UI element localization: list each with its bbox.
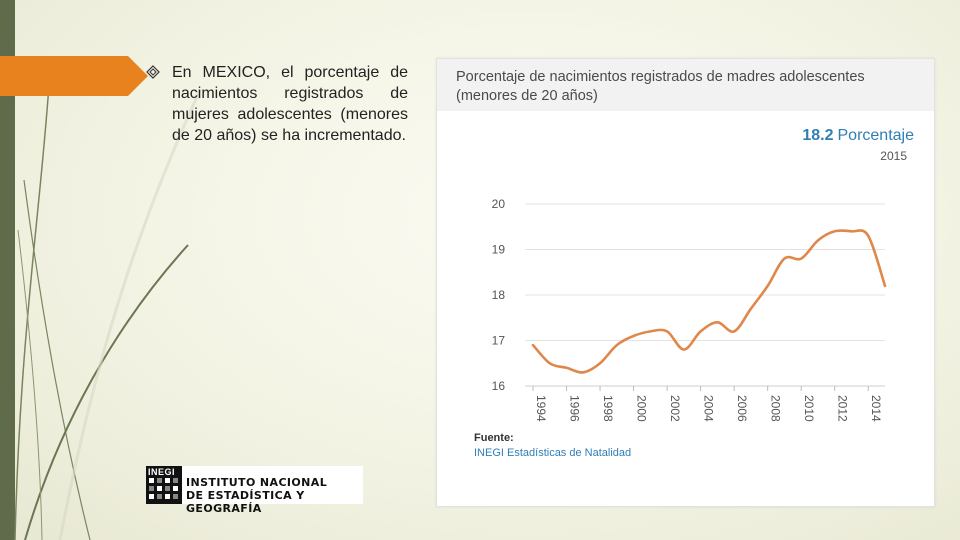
- source-link[interactable]: INEGI Estadísticas de Natalidad: [474, 447, 632, 459]
- bullet-text: En MEXICO, el porcentaje de nacimientos …: [172, 64, 408, 144]
- x-tick-label: 1998: [601, 395, 615, 422]
- orange-tab-decoration: [0, 56, 148, 96]
- x-tick-label: 2000: [635, 395, 649, 422]
- chart-panel: Porcentaje de nacimientos registrados de…: [436, 58, 935, 507]
- inegi-grid-icon: [149, 478, 178, 499]
- y-tick-label: 16: [492, 379, 506, 393]
- y-tick-label: 20: [492, 197, 506, 211]
- x-tick-label: 2012: [836, 395, 850, 422]
- line-chart: 16 17 18 19 20 1994 1996 1998 2000 2002 2004 2006 20…: [492, 197, 887, 422]
- source-label: Fuente:: [474, 432, 514, 444]
- y-tick-label: 17: [492, 334, 506, 348]
- inegi-logo-line2: DE ESTADÍSTICA Y GEOGRAFÍA: [186, 489, 305, 515]
- inegi-logo: INEGI INSTITUTO NACIONAL DE ESTADÍSTICA …: [146, 466, 363, 515]
- y-tick-label: 19: [492, 243, 506, 257]
- series-line-porcentaje: [531, 229, 887, 374]
- x-tick-label: 2014: [869, 395, 883, 422]
- x-tick-label: 2010: [802, 395, 816, 422]
- x-tick-label: 2002: [668, 395, 682, 422]
- kpi-year: 2015: [880, 149, 907, 163]
- x-tick-label: 1994: [534, 395, 548, 422]
- y-tick-label: 18: [492, 288, 506, 302]
- inegi-logo-mark: INEGI: [146, 466, 182, 504]
- bullet-block: En MEXICO, el porcentaje de nacimientos …: [146, 62, 408, 146]
- diamond-bullet-icon: [146, 65, 160, 79]
- kpi-block: 18.2 Porcentaje: [802, 127, 914, 145]
- decorative-leaf-lines: [14, 69, 202, 540]
- inegi-logo-mark-text: INEGI: [148, 467, 176, 477]
- inegi-logo-line1: INSTITUTO NACIONAL: [186, 476, 328, 489]
- kpi-value: 18.2: [802, 127, 834, 144]
- x-tick-label: 1996: [568, 395, 582, 422]
- kpi-unit: Porcentaje: [837, 127, 915, 144]
- chart-header: Porcentaje de nacimientos registrados de…: [437, 59, 934, 111]
- chart-title: Porcentaje de nacimientos registrados de…: [456, 69, 865, 104]
- x-tick-label: 2006: [735, 395, 749, 422]
- x-tick-label: 2004: [702, 395, 716, 422]
- slide-sidebar-bar: [0, 0, 15, 540]
- x-tick-label: 2008: [769, 395, 783, 422]
